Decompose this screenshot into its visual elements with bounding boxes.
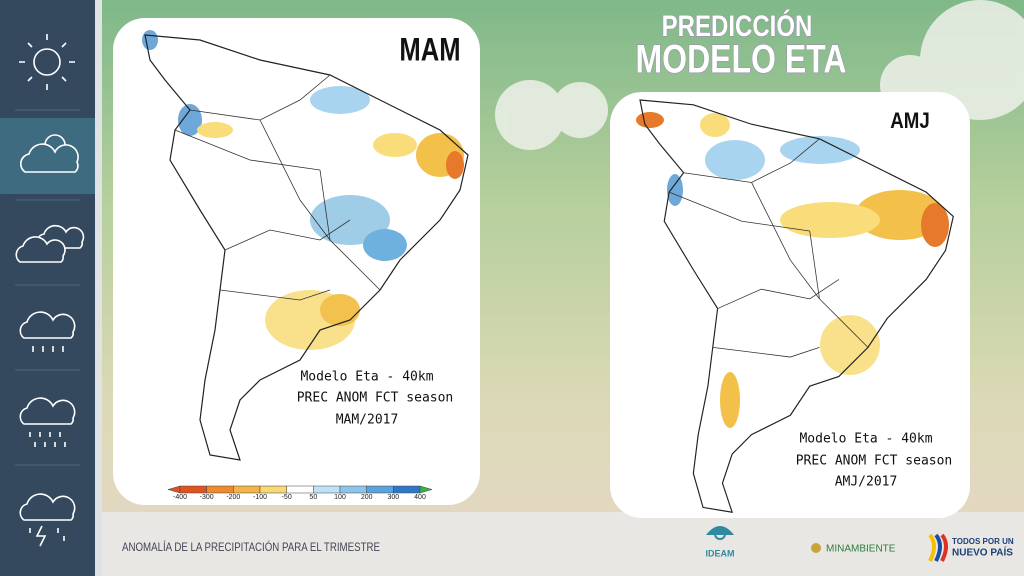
rain-icon[interactable] (19, 311, 76, 352)
colorbar-segment (259, 485, 287, 494)
colorbar-segment (393, 485, 421, 494)
minambiente-logo: MINAMBIENTE (811, 543, 896, 555)
map-panel-amj: AMJ Modelo Eta - 40km PREC ANOM FCT seas… (610, 92, 970, 518)
colorbar-tick-label: 100 (334, 494, 346, 501)
colorbar-segment (233, 485, 261, 494)
footer-text: ANOMALÍA DE LA PRECIPITACIÓN PARA EL TRI… (122, 539, 380, 554)
sidebar-dividers (15, 109, 80, 466)
header-kicker: PREDICCIÓN (662, 8, 813, 42)
colorbar-tick-label: -100 (253, 494, 267, 501)
map-caption: Modelo Eta - 40km (799, 432, 932, 447)
colorbar-segment (313, 485, 341, 494)
sidebar-icons[interactable] (15, 34, 85, 547)
partly-cloudy-icon[interactable] (20, 134, 79, 173)
gobierno-logo: TODOS POR UN NUEVO PAÍS (928, 533, 1014, 562)
storm-icon[interactable] (19, 493, 76, 547)
colorbar-segment (339, 485, 367, 494)
map-label: AMJ (890, 109, 929, 133)
map-panel-mam: MAM Modelo Eta - 40km PREC ANOM FCT seas… (113, 18, 480, 505)
colorbar-segment (286, 485, 314, 494)
map-caption: PREC ANOM FCT season (796, 454, 953, 469)
heavy-rain-icon[interactable] (19, 397, 76, 447)
map-caption: MAM/2017 (336, 413, 399, 428)
footer (102, 512, 1024, 576)
anomalies (142, 30, 464, 350)
colorbar-tick-label: 50 (309, 494, 317, 501)
header-title: MODELO ETA (636, 36, 847, 81)
map-label: MAM (399, 33, 460, 68)
colorbar-segment (179, 485, 207, 494)
colorbar-tick-label: 300 (387, 494, 399, 501)
colorbar-segment (366, 485, 394, 494)
colorbar: -400 -300 -200 -100 -50 50 100 200 300 400 (167, 485, 433, 501)
colorbar-tick-label: -400 (173, 494, 187, 501)
map-caption: PREC ANOM FCT season (297, 391, 454, 406)
ideam-logo: IDEAM (706, 526, 735, 558)
minambiente-label: MINAMBIENTE (826, 544, 896, 555)
panel (113, 18, 480, 505)
sidebar-edge (95, 0, 102, 576)
clouds (495, 0, 1024, 150)
colorbar-tick-label: 400 (414, 494, 426, 501)
map-caption: AMJ/2017 (835, 475, 898, 490)
ideam-label: IDEAM (706, 548, 735, 558)
sunny-icon[interactable] (19, 34, 75, 90)
colorbar-tick-label: -300 (200, 494, 214, 501)
anomalies (636, 112, 949, 428)
colorbar-arrow-right (419, 485, 433, 494)
cloudy-icon[interactable] (15, 224, 85, 263)
colorbar-segment (206, 485, 234, 494)
colorbar-tick-label: -200 (226, 494, 240, 501)
gobierno-line1: TODOS POR UN (952, 537, 1014, 546)
gobierno-line2: NUEVO PAÍS (952, 546, 1013, 559)
sidebar (0, 0, 95, 576)
map-caption: Modelo Eta - 40km (300, 370, 433, 385)
colorbar-tick-label: 200 (361, 494, 373, 501)
colorbar-tick-label: -50 (282, 494, 292, 501)
